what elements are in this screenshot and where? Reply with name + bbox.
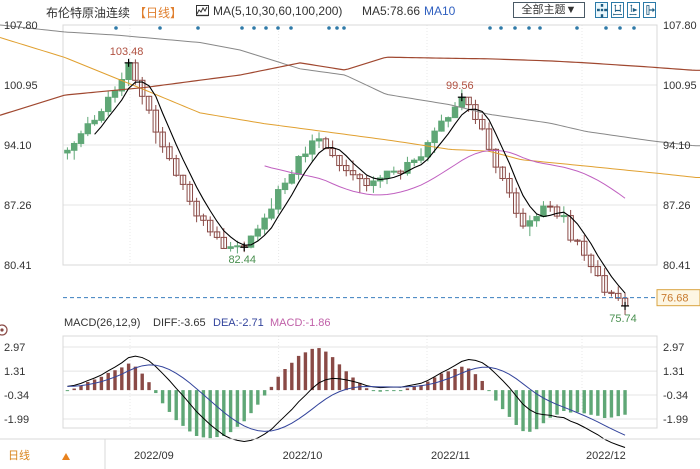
svg-text:2.97: 2.97 xyxy=(663,342,684,354)
svg-text:DIFF:-3.65: DIFF:-3.65 xyxy=(153,317,206,329)
svg-text:75.74: 75.74 xyxy=(609,313,637,325)
svg-text:2022/10: 2022/10 xyxy=(283,450,323,462)
svg-text:DEA:-2.71: DEA:-2.71 xyxy=(213,317,264,329)
svg-text:99.56: 99.56 xyxy=(446,80,474,92)
svg-text:94.10: 94.10 xyxy=(663,140,691,152)
svg-text:87.26: 87.26 xyxy=(4,200,32,212)
svg-text:日线: 日线 xyxy=(8,448,30,462)
svg-text:94.10: 94.10 xyxy=(4,140,32,152)
svg-text:80.41: 80.41 xyxy=(663,260,691,272)
svg-text:-0.34: -0.34 xyxy=(663,390,688,402)
svg-text:MACD:-1.86: MACD:-1.86 xyxy=(270,317,331,329)
svg-text:2022/09: 2022/09 xyxy=(134,450,174,462)
svg-text:100.95: 100.95 xyxy=(663,80,697,92)
svg-text:87.26: 87.26 xyxy=(663,200,691,212)
svg-text:-1.99: -1.99 xyxy=(4,414,29,426)
svg-text:82.44: 82.44 xyxy=(228,254,256,266)
svg-text:76.68: 76.68 xyxy=(661,293,689,305)
svg-text:2022/12: 2022/12 xyxy=(586,450,626,462)
svg-text:MACD(26,12,9): MACD(26,12,9) xyxy=(64,317,140,329)
svg-text:107.80: 107.80 xyxy=(4,20,38,32)
svg-text:100.95: 100.95 xyxy=(4,80,38,92)
svg-text:2022/11: 2022/11 xyxy=(431,450,470,462)
svg-text:103.48: 103.48 xyxy=(110,46,144,58)
svg-text:-1.99: -1.99 xyxy=(663,414,688,426)
svg-text:80.41: 80.41 xyxy=(4,260,32,272)
svg-text:107.80: 107.80 xyxy=(663,20,697,32)
svg-text:1.31: 1.31 xyxy=(663,366,684,378)
svg-text:-0.34: -0.34 xyxy=(4,390,29,402)
svg-text:1.31: 1.31 xyxy=(4,366,25,378)
svg-text:2.97: 2.97 xyxy=(4,342,25,354)
